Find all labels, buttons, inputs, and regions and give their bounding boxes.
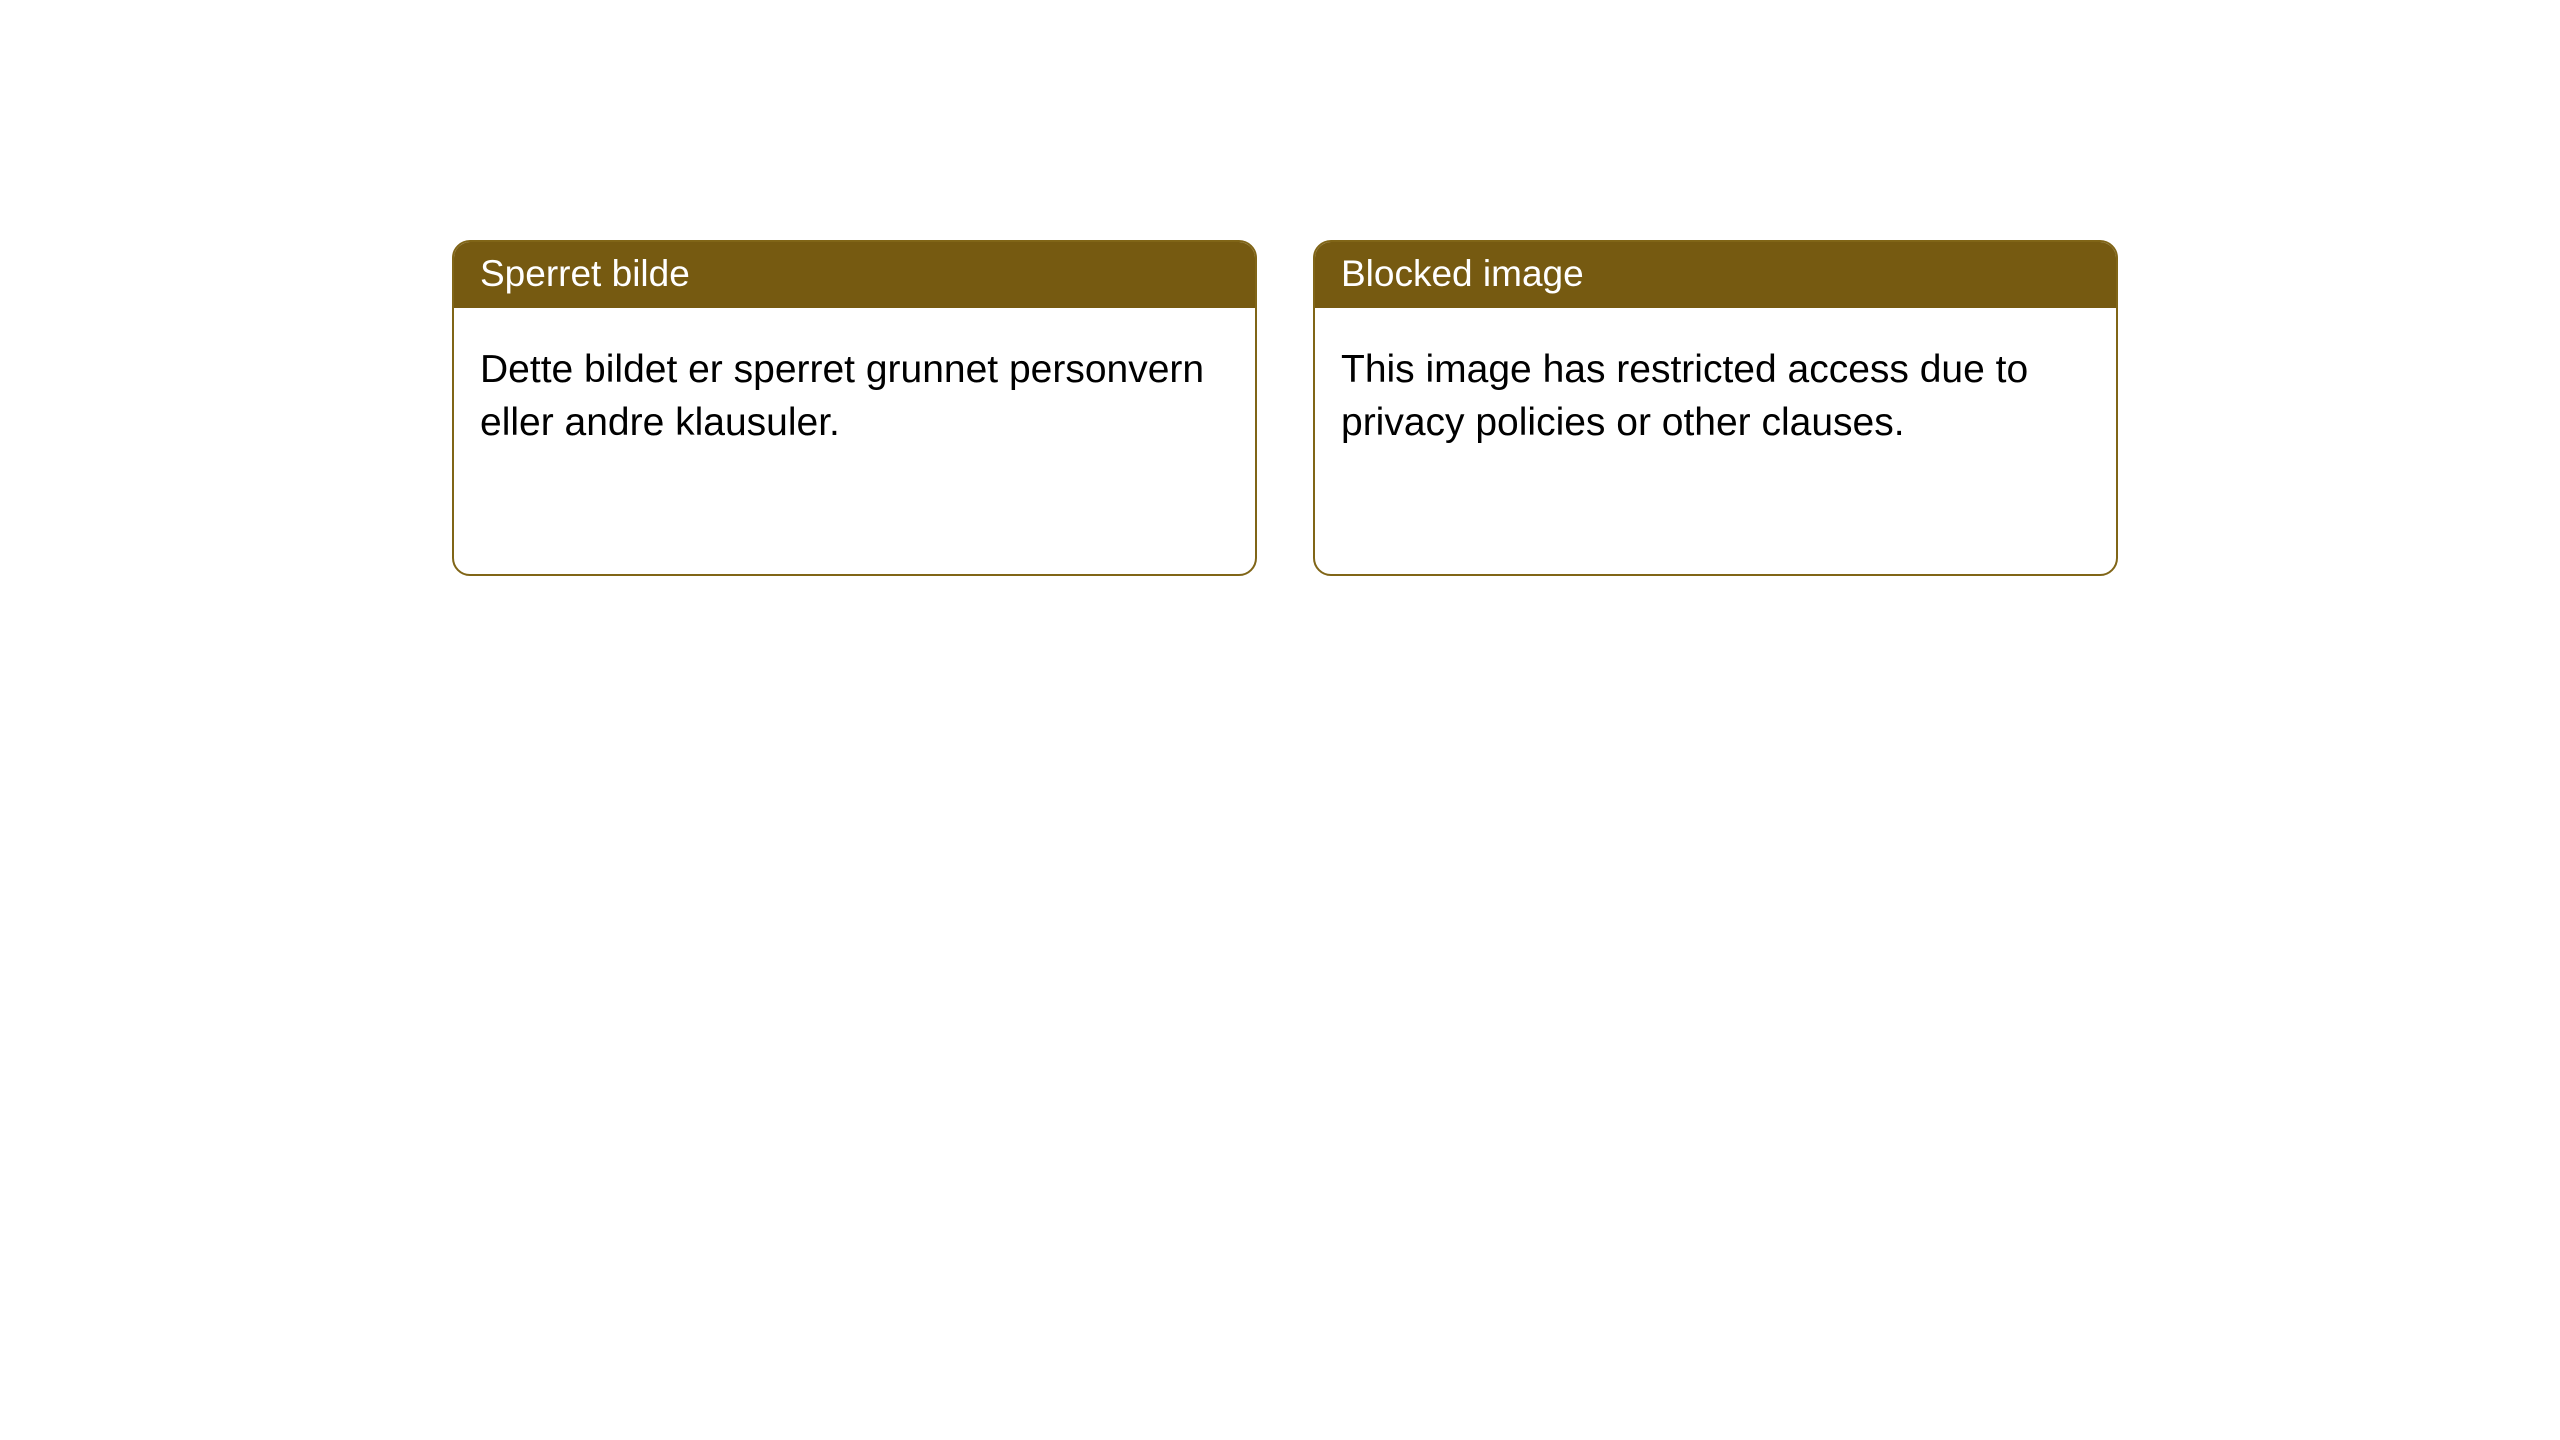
notice-card-english: Blocked image This image has restricted … xyxy=(1313,240,2118,576)
notice-container: Sperret bilde Dette bildet er sperret gr… xyxy=(0,0,2560,576)
notice-header: Blocked image xyxy=(1315,242,2116,308)
notice-body: This image has restricted access due to … xyxy=(1315,308,2116,475)
notice-body: Dette bildet er sperret grunnet personve… xyxy=(454,308,1255,475)
notice-header: Sperret bilde xyxy=(454,242,1255,308)
notice-card-norwegian: Sperret bilde Dette bildet er sperret gr… xyxy=(452,240,1257,576)
